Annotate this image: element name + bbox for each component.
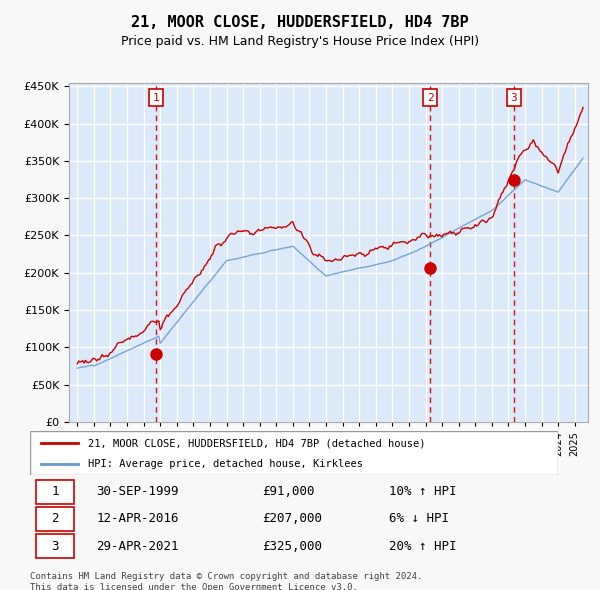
Text: 10% ↑ HPI: 10% ↑ HPI: [389, 485, 457, 498]
Text: 1: 1: [51, 485, 59, 498]
FancyBboxPatch shape: [30, 431, 558, 475]
Text: 30-SEP-1999: 30-SEP-1999: [96, 485, 179, 498]
Text: 3: 3: [511, 93, 517, 103]
FancyBboxPatch shape: [35, 535, 74, 558]
Text: 21, MOOR CLOSE, HUDDERSFIELD, HD4 7BP: 21, MOOR CLOSE, HUDDERSFIELD, HD4 7BP: [131, 15, 469, 30]
Text: 1: 1: [152, 93, 160, 103]
Text: 3: 3: [51, 540, 59, 553]
Text: 29-APR-2021: 29-APR-2021: [96, 540, 179, 553]
FancyBboxPatch shape: [35, 507, 74, 531]
Text: 2: 2: [51, 512, 59, 526]
Text: £325,000: £325,000: [262, 540, 322, 553]
Text: 2: 2: [427, 93, 434, 103]
Text: Contains HM Land Registry data © Crown copyright and database right 2024.: Contains HM Land Registry data © Crown c…: [30, 572, 422, 581]
FancyBboxPatch shape: [35, 480, 74, 503]
Text: Price paid vs. HM Land Registry's House Price Index (HPI): Price paid vs. HM Land Registry's House …: [121, 35, 479, 48]
Text: 6% ↓ HPI: 6% ↓ HPI: [389, 512, 449, 526]
Text: £91,000: £91,000: [262, 485, 314, 498]
Text: This data is licensed under the Open Government Licence v3.0.: This data is licensed under the Open Gov…: [30, 583, 358, 590]
Text: 20% ↑ HPI: 20% ↑ HPI: [389, 540, 457, 553]
Text: £207,000: £207,000: [262, 512, 322, 526]
Text: HPI: Average price, detached house, Kirklees: HPI: Average price, detached house, Kirk…: [88, 459, 363, 469]
Text: 12-APR-2016: 12-APR-2016: [96, 512, 179, 526]
Text: 21, MOOR CLOSE, HUDDERSFIELD, HD4 7BP (detached house): 21, MOOR CLOSE, HUDDERSFIELD, HD4 7BP (d…: [88, 438, 425, 448]
